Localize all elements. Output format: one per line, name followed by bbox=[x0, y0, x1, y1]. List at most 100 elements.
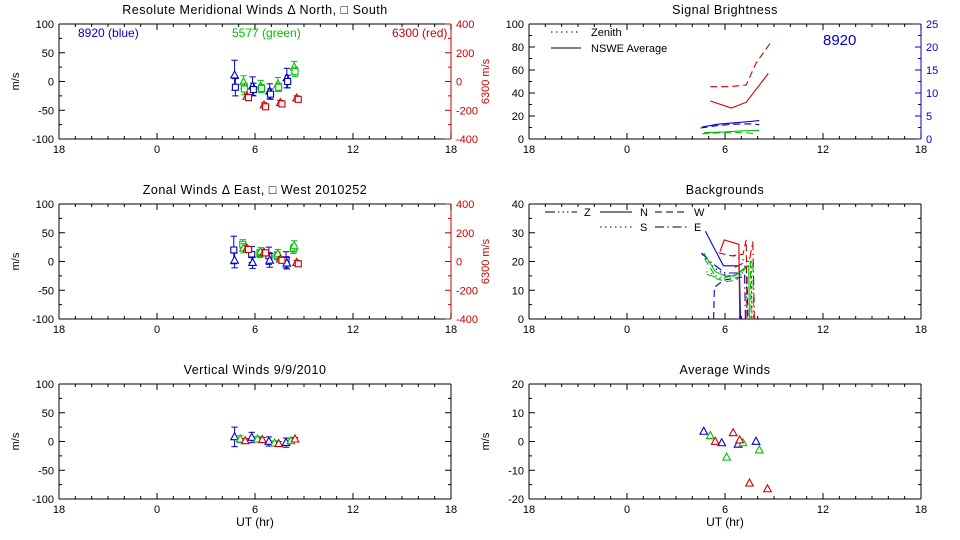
svg-text:18: 18 bbox=[53, 324, 65, 336]
svg-text:0: 0 bbox=[154, 324, 160, 336]
svg-text:-20: -20 bbox=[508, 494, 524, 506]
e-6300-line bbox=[734, 241, 755, 320]
svg-text:18: 18 bbox=[523, 144, 535, 156]
svg-text:18: 18 bbox=[53, 504, 65, 516]
svg-text:Zenith: Zenith bbox=[591, 27, 622, 39]
svg-text:0: 0 bbox=[48, 77, 54, 89]
average-winds-title: Average Winds bbox=[679, 363, 771, 377]
svg-text:0: 0 bbox=[624, 504, 630, 516]
svg-text:18: 18 bbox=[445, 324, 457, 336]
svg-text:40: 40 bbox=[512, 199, 524, 211]
svg-text:100: 100 bbox=[36, 19, 54, 31]
svg-text:0: 0 bbox=[456, 257, 462, 269]
svg-text:0: 0 bbox=[624, 144, 630, 156]
svg-text:5577 (green): 5577 (green) bbox=[232, 26, 301, 40]
ut-axis-label-left: UT (hr) bbox=[236, 515, 274, 529]
svg-text:0: 0 bbox=[518, 134, 524, 146]
svg-text:18: 18 bbox=[53, 144, 65, 156]
svg-text:0: 0 bbox=[48, 437, 54, 449]
zenith-6300-line bbox=[710, 43, 771, 88]
w-6300-line bbox=[718, 239, 748, 320]
zenith-5577-line bbox=[702, 132, 757, 135]
svg-text:10: 10 bbox=[926, 88, 938, 100]
svg-text:25: 25 bbox=[926, 19, 938, 31]
svg-text:-200: -200 bbox=[456, 285, 478, 297]
zonal-winds-title: Zonal Winds Δ East, □ West 2010252 bbox=[142, 183, 368, 197]
meridional-winds-title: Resolute Meridional Winds Δ North, □ Sou… bbox=[122, 3, 388, 17]
svg-text:NSWE Average: NSWE Average bbox=[591, 43, 667, 55]
svg-text:E: E bbox=[694, 222, 701, 234]
svg-text:100: 100 bbox=[506, 19, 524, 31]
svg-text:100: 100 bbox=[36, 199, 54, 211]
svg-text:6: 6 bbox=[252, 324, 258, 336]
svg-text:20: 20 bbox=[512, 257, 524, 269]
svg-text:6: 6 bbox=[252, 504, 258, 516]
svg-text:200: 200 bbox=[456, 48, 474, 60]
svg-text:5: 5 bbox=[926, 111, 932, 123]
svg-text:12: 12 bbox=[817, 504, 829, 516]
svg-text:Z: Z bbox=[584, 207, 591, 219]
svg-text:6300 (red): 6300 (red) bbox=[392, 26, 447, 40]
svg-text:12: 12 bbox=[347, 144, 359, 156]
svg-text:m/s: m/s bbox=[10, 72, 22, 90]
svg-text:20: 20 bbox=[512, 379, 524, 391]
svg-text:400: 400 bbox=[456, 199, 474, 211]
svg-text:-50: -50 bbox=[38, 285, 54, 297]
svg-text:6300 m/s: 6300 m/s bbox=[480, 238, 492, 284]
e-8920-line bbox=[700, 252, 746, 320]
svg-text:10: 10 bbox=[512, 408, 524, 420]
svg-text:6300 m/s: 6300 m/s bbox=[480, 58, 492, 104]
svg-text:40: 40 bbox=[512, 88, 524, 100]
svg-text:N: N bbox=[640, 207, 648, 219]
svg-text:12: 12 bbox=[817, 144, 829, 156]
svg-text:-100: -100 bbox=[32, 134, 54, 146]
svg-text:8920 (blue): 8920 (blue) bbox=[78, 26, 139, 40]
svg-text:6: 6 bbox=[722, 144, 728, 156]
svg-text:12: 12 bbox=[347, 504, 359, 516]
svg-text:-400: -400 bbox=[456, 134, 478, 146]
s-5577-line bbox=[705, 261, 753, 320]
nswe-average-8920-line bbox=[702, 120, 760, 128]
svg-text:80: 80 bbox=[512, 42, 524, 54]
svg-text:10: 10 bbox=[512, 285, 524, 297]
vertical-winds-title: Vertical Winds 9/9/2010 bbox=[183, 363, 327, 377]
svg-text:6: 6 bbox=[252, 144, 258, 156]
svg-text:0: 0 bbox=[154, 144, 160, 156]
w-8920-line bbox=[713, 276, 749, 320]
svg-text:18: 18 bbox=[523, 504, 535, 516]
n-5577-line bbox=[703, 252, 751, 320]
backgrounds-title: Backgrounds bbox=[685, 183, 765, 197]
svg-text:-400: -400 bbox=[456, 314, 478, 326]
svg-text:18: 18 bbox=[915, 504, 927, 516]
svg-text:-100: -100 bbox=[32, 494, 54, 506]
svg-text:18: 18 bbox=[523, 324, 535, 336]
svg-text:0: 0 bbox=[48, 257, 54, 269]
w-5577-line bbox=[704, 258, 752, 320]
svg-text:20: 20 bbox=[926, 42, 938, 54]
svg-text:20: 20 bbox=[512, 111, 524, 123]
svg-text:60: 60 bbox=[512, 65, 524, 77]
nswe-average-5577-line bbox=[703, 129, 760, 134]
signal-brightness-title: Signal Brightness bbox=[672, 3, 778, 17]
svg-text:S: S bbox=[640, 222, 647, 234]
svg-text:0: 0 bbox=[518, 314, 524, 326]
svg-text:0: 0 bbox=[624, 324, 630, 336]
svg-text:W: W bbox=[694, 207, 705, 219]
svg-text:8920: 8920 bbox=[823, 32, 856, 49]
svg-text:18: 18 bbox=[445, 504, 457, 516]
svg-text:0: 0 bbox=[154, 504, 160, 516]
svg-text:6: 6 bbox=[722, 504, 728, 516]
svg-text:-50: -50 bbox=[38, 105, 54, 117]
svg-text:m/s: m/s bbox=[10, 252, 22, 270]
nswe-average-6300-line bbox=[710, 73, 769, 109]
svg-text:50: 50 bbox=[42, 228, 54, 240]
svg-text:100: 100 bbox=[36, 379, 54, 391]
svg-text:30: 30 bbox=[512, 228, 524, 240]
svg-text:18: 18 bbox=[445, 144, 457, 156]
svg-text:-100: -100 bbox=[32, 314, 54, 326]
svg-text:-10: -10 bbox=[508, 465, 524, 477]
svg-text:0: 0 bbox=[518, 437, 524, 449]
svg-text:0: 0 bbox=[926, 134, 932, 146]
